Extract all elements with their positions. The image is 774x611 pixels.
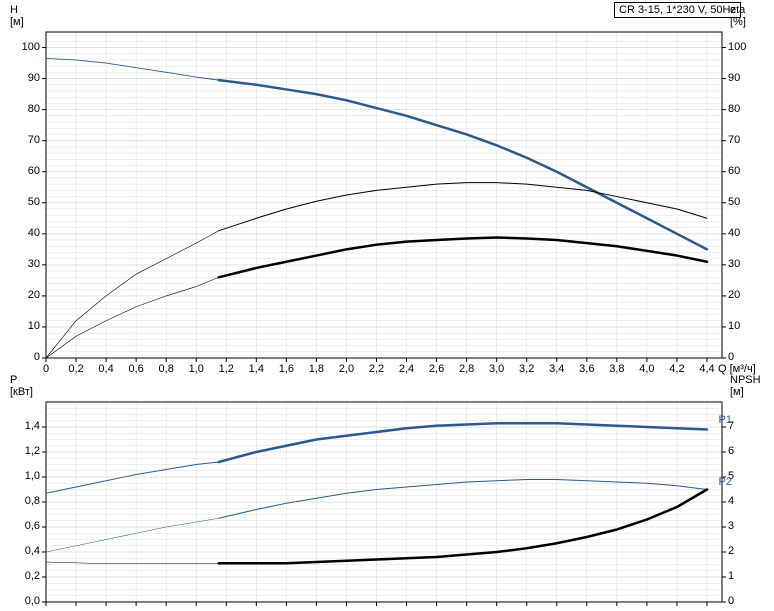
curve-p2-full [46,518,219,552]
curve-head-allowed [219,80,707,249]
pump-curve-figure: { "figure": { "width": 774, "height": 61… [0,0,774,611]
chart-svg [0,0,774,611]
curve-p1-full [46,462,219,493]
curve-p1-allowed [219,423,707,462]
chart-title-box: CR 3-15, 1*230 V, 50Hz [614,2,741,18]
curve-head-full [46,58,219,80]
curve-p2-allowed [219,480,707,519]
curve-eta-total-full [46,277,219,358]
curve-npsh-full [46,562,219,563]
curve-eta-pump-allowed [219,183,707,231]
